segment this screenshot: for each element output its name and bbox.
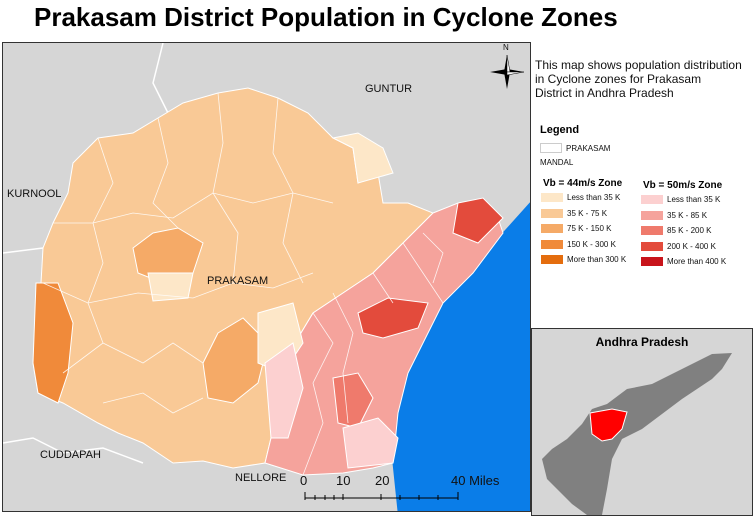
legend-zone50-title: Vb = 50m/s Zone bbox=[643, 180, 723, 191]
scale-tick-40: 40 Miles bbox=[451, 473, 500, 488]
north-label: N bbox=[503, 43, 509, 52]
legend-mandal: MANDAL bbox=[540, 158, 573, 167]
legend-zone44-swatch bbox=[541, 193, 563, 202]
legend-zone44-label: 75 K - 150 K bbox=[567, 224, 612, 233]
legend-zone50-swatch bbox=[641, 210, 663, 220]
mandal-less35k-coastal[interactable] bbox=[264, 342, 304, 439]
legend-zone50-label: More than 400 K bbox=[667, 257, 727, 266]
legend-zone44-swatch bbox=[541, 239, 563, 249]
label-kurnool: KURNOOL bbox=[7, 188, 62, 200]
label-nellore: NELLORE bbox=[235, 472, 287, 484]
legend-zone44-title: Vb = 44m/s Zone bbox=[543, 178, 623, 189]
inset-canvas bbox=[542, 353, 732, 515]
legend-zone50-label: 35 K - 85 K bbox=[667, 210, 708, 220]
mandal-200-400k[interactable] bbox=[357, 297, 429, 339]
prakasam-highlight bbox=[589, 408, 628, 442]
legend-zone44-class-4: More than 300 K bbox=[541, 255, 626, 264]
mandal-less35k-coastal[interactable] bbox=[342, 417, 399, 469]
label-guntur: GUNTUR bbox=[365, 83, 413, 95]
neighbor-border bbox=[3, 437, 144, 464]
mandal-less35k[interactable] bbox=[147, 272, 194, 302]
legend-zone44-class-0: Less than 35 K bbox=[541, 193, 620, 202]
legend-zone50-swatch bbox=[641, 241, 663, 251]
scale-bar bbox=[304, 492, 459, 500]
mandal-boundaries bbox=[42, 92, 444, 476]
legend-zone50-class-0: Less than 35 K bbox=[641, 195, 720, 204]
legend-zone44-swatch bbox=[541, 255, 563, 264]
legend-zone50-label: 200 K - 400 K bbox=[667, 241, 716, 251]
scale-tick-10: 10 bbox=[336, 473, 351, 488]
legend-zone50-swatch bbox=[641, 257, 663, 266]
legend-zone50-class-4: More than 400 K bbox=[641, 257, 726, 266]
legend-zone44-label: Less than 35 K bbox=[567, 193, 621, 202]
map-canvas bbox=[3, 43, 530, 511]
legend-zone44-class-1: 35 K - 75 K bbox=[541, 208, 608, 218]
description-line: in Cyclone zones for Prakasam bbox=[535, 72, 702, 86]
scale-tick-0: 0 bbox=[300, 473, 308, 488]
mandal-75-150k[interactable] bbox=[132, 227, 204, 284]
legend-zone44-class-2: 75 K - 150 K bbox=[541, 224, 611, 233]
legend-zone50-swatch bbox=[641, 226, 663, 235]
scale-tick-20: 20 bbox=[375, 473, 390, 488]
district-zone50 bbox=[264, 202, 504, 476]
description-line: District in Andhra Pradesh bbox=[535, 86, 674, 100]
legend-zone50-label: Less than 35 K bbox=[667, 195, 721, 204]
legend-mandal-label: MANDAL bbox=[540, 158, 574, 167]
label-prakasam: PRAKASAM bbox=[207, 275, 269, 287]
legend-title: Legend bbox=[540, 124, 580, 136]
main-map[interactable]: GUNTUR KURNOOL PRAKASAM CUDDAPAH NELLORE… bbox=[2, 42, 531, 512]
legend-zone44-class-3: 150 K - 300 K bbox=[541, 239, 616, 249]
legend-zone50-label: 85 K - 200 K bbox=[667, 226, 712, 235]
legend-zone44-label: 150 K - 300 K bbox=[567, 239, 616, 249]
legend-zone50-swatch bbox=[641, 195, 663, 204]
neighbor-border bbox=[3, 247, 44, 254]
legend-district-label: PRAKASAM bbox=[566, 143, 611, 153]
mandal-85-200k[interactable] bbox=[332, 372, 374, 429]
map-title: Prakasam District Population in Cyclone … bbox=[34, 2, 618, 32]
andhra-pradesh-state bbox=[542, 353, 732, 515]
description-line: This map shows population distribution bbox=[535, 58, 742, 72]
inset-title: Andhra Pradesh bbox=[595, 335, 689, 349]
legend-zone50-class-1: 35 K - 85 K bbox=[641, 210, 708, 220]
legend-zone44-label: 35 K - 75 K bbox=[567, 208, 608, 218]
legend-zone44-swatch bbox=[541, 224, 563, 233]
mandal-less35k[interactable] bbox=[331, 132, 394, 184]
label-cuddapah: CUDDAPAH bbox=[40, 449, 101, 461]
legend-zone44-label: More than 300 K bbox=[567, 255, 627, 264]
legend-district: PRAKASAM bbox=[540, 143, 610, 153]
inset-map[interactable]: Andhra Pradesh bbox=[531, 328, 753, 516]
legend-zone50-class-3: 200 K - 400 K bbox=[641, 241, 716, 251]
mandal-75-150k[interactable] bbox=[202, 317, 269, 404]
north-arrow-icon bbox=[490, 54, 525, 89]
mandal-200-400k[interactable] bbox=[452, 197, 504, 244]
district-swatch bbox=[540, 143, 562, 153]
legend-zone44-swatch bbox=[541, 208, 563, 218]
map-description: This map shows population distribution i… bbox=[535, 58, 753, 100]
legend-zone50-class-2: 85 K - 200 K bbox=[641, 226, 711, 235]
